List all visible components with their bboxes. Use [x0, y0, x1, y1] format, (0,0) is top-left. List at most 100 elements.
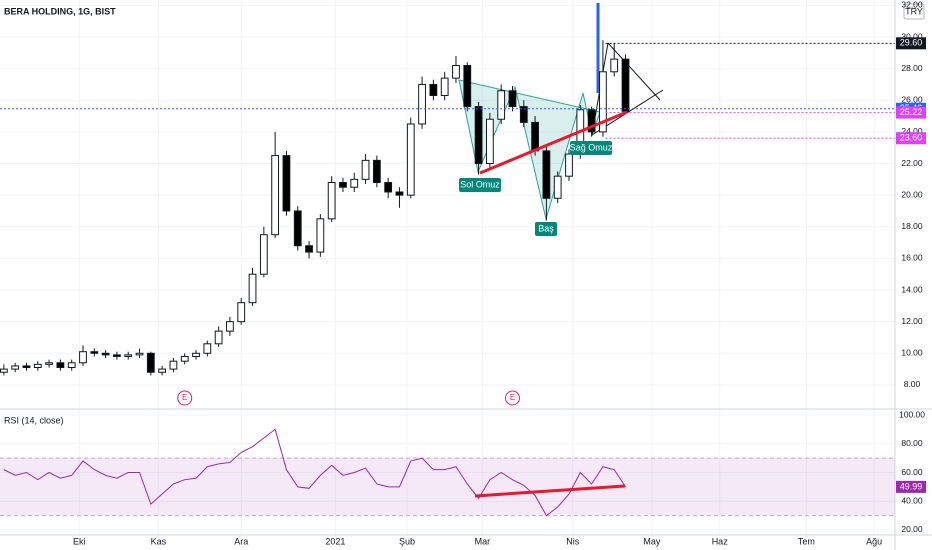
price-label: 23.60: [900, 133, 923, 143]
axis-labels: 8.00 10.00 12.00 14.00 16.00 18.00 20.00 22.00 2…: [73, 0, 926, 546]
x-tick-label: Nis: [566, 536, 579, 546]
event-label: E: [182, 393, 187, 402]
annotation: Sol Omuz: [460, 179, 500, 189]
candle-body: [45, 362, 53, 365]
price-label: 29.60: [900, 38, 923, 48]
y-tick-label: 12.00: [901, 316, 923, 326]
candle-body: [67, 362, 76, 369]
candle-body: [508, 90, 517, 108]
candle-body: [542, 150, 551, 199]
candle-body: [372, 159, 381, 183]
candle-body: [259, 234, 268, 275]
x-tick-label: Haz: [712, 536, 729, 546]
candle-body: [440, 77, 449, 97]
price-label: 25.22: [900, 107, 923, 117]
y-tick-label: 8.00: [904, 379, 921, 389]
y-tick-label: 32.00: [901, 0, 923, 10]
candle-body: [418, 83, 426, 125]
candle-body: [11, 365, 20, 370]
y-tick-label: 22.00: [901, 158, 923, 168]
y-tick-label: 26.00: [901, 95, 923, 105]
candle-body: [79, 351, 87, 364]
annotation-box: [570, 141, 612, 155]
y-tick-label: 28.00: [901, 63, 923, 73]
candle-body: [33, 363, 42, 369]
candle-body: [553, 175, 562, 199]
candle-body: [0, 368, 8, 373]
x-tick-label: Tem: [798, 536, 815, 546]
rsi-pane: [0, 428, 895, 517]
rsi-line: [3, 428, 626, 517]
rsi-band: [0, 458, 895, 516]
candle-body: [90, 351, 99, 354]
candle-body: [452, 64, 460, 79]
x-tick-label: Mar: [475, 536, 491, 546]
candle-body: [113, 354, 121, 357]
rsi-title: RSI (14, close): [4, 415, 64, 425]
candle-body: [485, 118, 494, 165]
candle-body: [169, 360, 178, 370]
candle-body: [395, 191, 404, 196]
candle-body: [305, 245, 313, 253]
candle-body: [56, 362, 65, 369]
y-tick-label: 16.00: [901, 253, 923, 263]
x-tick-label: Eki: [73, 536, 86, 546]
event-marker: [504, 390, 520, 406]
last-value-box: [896, 480, 926, 493]
candle-body: [327, 181, 336, 220]
price-label-box: [896, 37, 926, 50]
candle-body: [621, 58, 630, 112]
price-label-box: [896, 132, 926, 145]
grid: [0, 0, 895, 535]
candle-body: [192, 352, 200, 357]
y-tick-label: 30.00: [901, 31, 923, 41]
candle-body: [180, 355, 189, 362]
currency-box: [903, 3, 925, 20]
y-tick-label: 20.00: [901, 524, 923, 534]
candle-body: [146, 352, 155, 373]
candle-body: [587, 109, 596, 133]
candle-body: [565, 153, 573, 177]
neckline: [479, 110, 628, 175]
candle-body: [101, 352, 110, 356]
y-tick-label: 60.00: [901, 467, 923, 477]
x-tick-label: Kas: [151, 536, 167, 546]
x-tick-label: Şub: [399, 536, 415, 546]
candle-body: [463, 64, 472, 108]
candle-body: [519, 106, 528, 123]
candle-body: [361, 159, 370, 180]
annotation: Sağ Omuz: [570, 142, 613, 152]
candle-body: [248, 273, 257, 304]
currency: TRY: [905, 6, 923, 16]
event-marker: [177, 390, 193, 406]
candle-body: [158, 368, 167, 373]
rsi-trendline: [474, 484, 626, 498]
candle-body: [226, 321, 234, 332]
y-tick-label: 14.00: [901, 284, 923, 294]
annotation-box: [459, 178, 501, 192]
y-tick-label: 40.00: [901, 495, 923, 505]
candle-body: [531, 121, 539, 152]
candle-body: [293, 210, 302, 247]
candle-body: [214, 330, 223, 345]
candle-body: [350, 178, 359, 188]
y-tick-label: 18.00: [901, 221, 923, 231]
candle-body: [610, 58, 619, 73]
candle-body: [316, 218, 325, 253]
annotation: Baş: [538, 223, 554, 233]
candle-body: [406, 123, 415, 196]
candle-body: [599, 71, 607, 133]
candle-body: [237, 302, 246, 323]
candle-body: [124, 354, 133, 357]
candle-body: [203, 343, 212, 354]
event-label: E: [510, 393, 515, 402]
candle-body: [271, 155, 280, 236]
y-tick-label: 80.00: [901, 438, 923, 448]
x-tick-label: May: [643, 536, 661, 546]
candle-body: [282, 155, 291, 212]
chart-title: BERA HOLDING, 1G, BIST: [4, 6, 116, 16]
candle-body: [339, 181, 347, 188]
candle-body: [135, 352, 144, 356]
y-tick-label: 100.00: [899, 409, 925, 419]
